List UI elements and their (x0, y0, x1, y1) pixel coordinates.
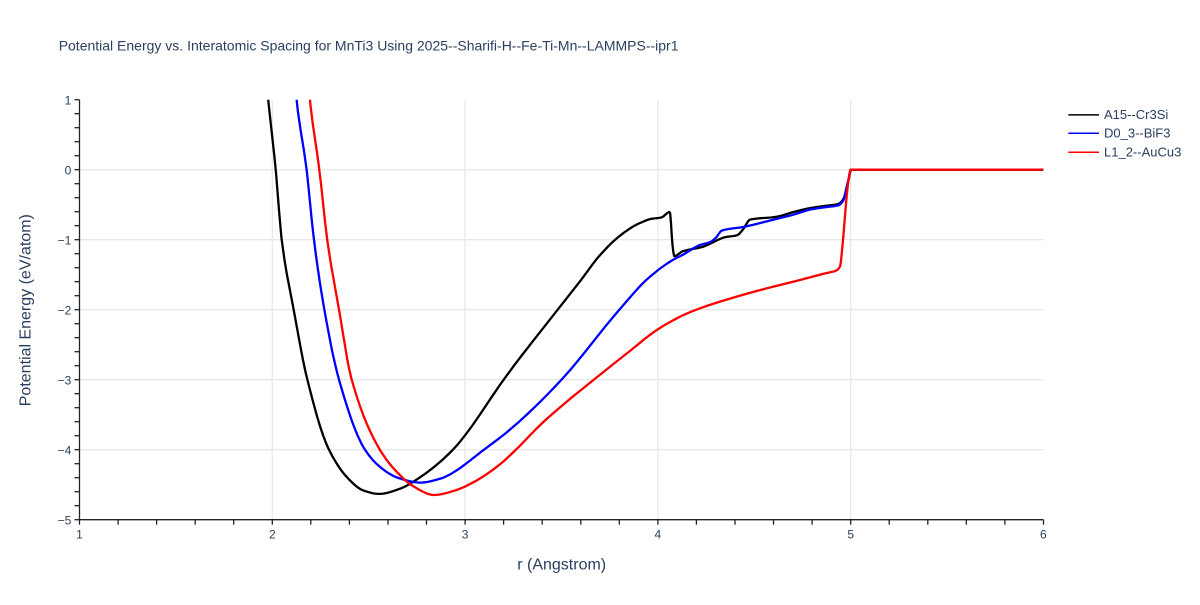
svg-text:Potential Energy vs. Interatom: Potential Energy vs. Interatomic Spacing… (59, 38, 679, 54)
svg-text:0: 0 (65, 163, 72, 177)
svg-text:2: 2 (269, 527, 276, 541)
svg-text:D0_3--BiF3: D0_3--BiF3 (1104, 126, 1170, 141)
svg-text:−4: −4 (58, 443, 72, 457)
svg-text:5: 5 (847, 527, 854, 541)
svg-text:Potential Energy (eV/atom): Potential Energy (eV/atom) (18, 214, 35, 406)
svg-text:4: 4 (655, 527, 662, 541)
svg-text:3: 3 (462, 527, 469, 541)
svg-text:1: 1 (76, 527, 83, 541)
svg-text:6: 6 (1040, 527, 1047, 541)
svg-text:−5: −5 (58, 513, 72, 527)
svg-text:A15--Cr3Si: A15--Cr3Si (1104, 107, 1168, 122)
svg-text:−1: −1 (58, 233, 72, 247)
svg-text:r (Angstrom): r (Angstrom) (517, 557, 606, 574)
svg-text:1: 1 (65, 93, 72, 107)
svg-text:−3: −3 (58, 373, 72, 387)
svg-text:L1_2--AuCu3: L1_2--AuCu3 (1104, 145, 1181, 160)
svg-text:−2: −2 (58, 303, 72, 317)
